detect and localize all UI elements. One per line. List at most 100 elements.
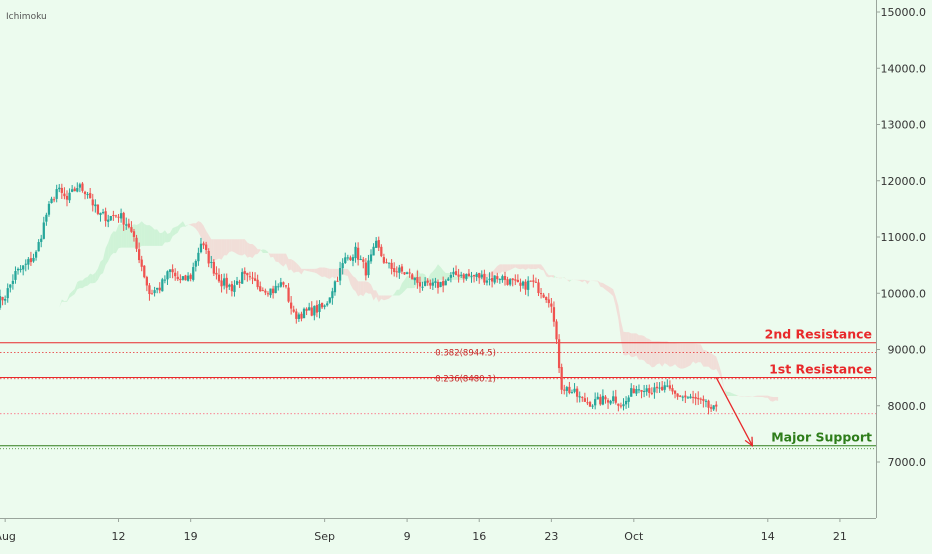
cloud-segment <box>152 227 155 246</box>
cloud-segment <box>325 267 328 277</box>
cloud-segment <box>693 344 696 364</box>
candle-body <box>58 188 60 189</box>
cloud-segment <box>662 341 665 366</box>
candle-body <box>512 278 514 280</box>
candle-body <box>287 288 289 302</box>
candle-body <box>123 213 125 225</box>
candle-body <box>589 402 591 407</box>
candle-body <box>68 193 70 201</box>
cloud-segment <box>237 239 240 255</box>
candle-body <box>457 275 459 277</box>
level-label: 2nd Resistance <box>765 327 872 342</box>
candle-body <box>478 273 480 278</box>
price-tick-label: 11000.0 <box>881 231 927 244</box>
candle-body <box>1 297 3 300</box>
candle-body <box>48 204 50 215</box>
cloud-segment <box>559 278 562 279</box>
candle-body <box>148 285 150 294</box>
candle-body <box>208 251 210 263</box>
cloud-segment <box>776 397 779 401</box>
time-tick-label: 16 <box>472 530 486 543</box>
candle-body <box>71 189 73 192</box>
price-tick-label: 13000.0 <box>881 119 927 132</box>
cloud-segment <box>634 333 637 357</box>
candle-body <box>473 275 475 276</box>
candle-body <box>38 242 40 251</box>
cloud-segment <box>250 244 253 258</box>
cloud-segment <box>397 290 400 296</box>
cloud-segment <box>232 239 235 252</box>
cloud-segment <box>247 242 250 257</box>
candle-body <box>447 279 449 281</box>
candle-body <box>607 400 609 402</box>
cloud-segment <box>85 277 88 287</box>
cloud-segment <box>80 280 83 288</box>
cloud-segment <box>678 343 681 368</box>
cloud-segment <box>502 264 505 273</box>
candle-body <box>695 397 697 399</box>
candle-body <box>43 222 45 238</box>
cloud-segment <box>214 239 217 261</box>
candle-body <box>146 277 148 285</box>
candle-body <box>689 396 691 398</box>
candle-body <box>14 271 16 280</box>
candle-body <box>612 396 614 401</box>
cloud-segment <box>714 355 717 370</box>
cloud-segment <box>520 264 523 269</box>
cloud-segment <box>111 231 114 255</box>
price-tick-label: 10000.0 <box>881 287 927 300</box>
candle-body <box>488 279 490 280</box>
candle-body <box>390 263 392 269</box>
candle-body <box>524 282 526 290</box>
candle-body <box>563 390 565 391</box>
cloud-segment <box>531 264 534 269</box>
candle-body <box>128 224 130 228</box>
cloud-segment <box>142 221 145 246</box>
candle-body <box>159 288 161 291</box>
candle-body <box>561 367 563 390</box>
candle-body <box>713 405 715 409</box>
candle-body <box>679 396 681 397</box>
candle-body <box>213 262 215 274</box>
candle-body <box>223 278 225 285</box>
candle-body <box>254 278 256 280</box>
cloud-segment <box>100 259 103 274</box>
candle-body <box>179 279 181 280</box>
candle-body <box>597 397 599 400</box>
cloud-segment <box>144 224 147 246</box>
candle-body <box>190 275 192 279</box>
candle-body <box>509 279 511 284</box>
cloud-segment <box>698 344 701 362</box>
candle-body <box>316 305 318 313</box>
candle-body <box>27 259 29 265</box>
candle-body <box>432 282 434 285</box>
candle-body <box>61 188 63 193</box>
cloud-segment <box>757 396 760 397</box>
cloud-segment <box>747 396 750 397</box>
candle-body <box>591 406 593 407</box>
cloud-segment <box>652 341 655 367</box>
candle-body <box>434 281 436 283</box>
candle-body <box>630 388 632 397</box>
candle-body <box>705 401 707 402</box>
cloud-segment <box>276 254 279 262</box>
candle-body <box>491 278 493 281</box>
candle-body <box>318 304 320 312</box>
cloud-segment <box>680 344 683 369</box>
candle-body <box>298 314 300 319</box>
cloud-segment <box>647 338 650 364</box>
candle-body <box>133 231 135 237</box>
cloud-segment <box>353 276 356 291</box>
cloud-segment <box>654 341 657 367</box>
candle-body <box>130 227 132 232</box>
candle-body <box>439 282 441 287</box>
candle-body <box>669 385 671 388</box>
cloud-segment <box>626 332 629 355</box>
candle-body <box>259 286 261 291</box>
cloud-segment <box>649 339 652 367</box>
price-tick-label: 12000.0 <box>881 175 927 188</box>
candle-body <box>339 268 341 281</box>
candle-body <box>66 196 68 200</box>
candle-body <box>378 240 380 248</box>
candle-body <box>228 285 230 287</box>
